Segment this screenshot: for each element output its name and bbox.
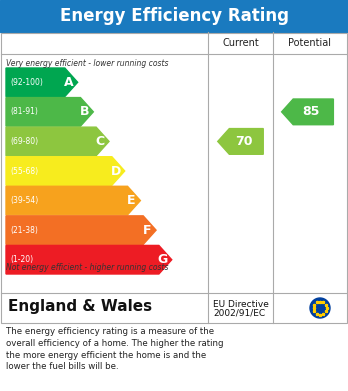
Polygon shape <box>6 246 172 274</box>
Text: (55-68): (55-68) <box>10 167 38 176</box>
Polygon shape <box>6 186 140 215</box>
Text: D: D <box>111 165 121 178</box>
Text: 85: 85 <box>302 105 319 118</box>
Text: Current: Current <box>222 38 259 48</box>
Bar <box>0 0 348 32</box>
Polygon shape <box>6 157 125 185</box>
Text: EU Directive: EU Directive <box>213 300 269 309</box>
Text: (39-54): (39-54) <box>10 196 38 205</box>
Text: C: C <box>95 135 105 148</box>
Text: 70: 70 <box>235 135 252 148</box>
Circle shape <box>310 298 330 318</box>
Text: B: B <box>80 105 89 118</box>
Text: E: E <box>127 194 136 207</box>
Text: G: G <box>158 253 168 266</box>
Text: Very energy efficient - lower running costs: Very energy efficient - lower running co… <box>6 59 168 68</box>
Polygon shape <box>218 129 263 154</box>
Text: (21-38): (21-38) <box>10 226 38 235</box>
Text: (1-20): (1-20) <box>10 255 33 264</box>
Text: England & Wales: England & Wales <box>8 300 152 314</box>
Polygon shape <box>6 127 109 156</box>
Text: Potential: Potential <box>288 38 331 48</box>
Text: (81-91): (81-91) <box>10 108 38 117</box>
Text: F: F <box>143 224 151 237</box>
Polygon shape <box>6 98 93 126</box>
Polygon shape <box>6 216 156 244</box>
Text: Energy Efficiency Rating: Energy Efficiency Rating <box>60 7 288 25</box>
Text: (69-80): (69-80) <box>10 137 38 146</box>
Bar <box>1 33 347 323</box>
Text: Not energy efficient - higher running costs: Not energy efficient - higher running co… <box>6 263 168 272</box>
Text: 2002/91/EC: 2002/91/EC <box>213 308 265 317</box>
Text: (92-100): (92-100) <box>10 78 43 87</box>
Text: A: A <box>64 76 73 89</box>
Polygon shape <box>282 99 333 125</box>
Text: The energy efficiency rating is a measure of the
overall efficiency of a home. T: The energy efficiency rating is a measur… <box>6 327 223 371</box>
Polygon shape <box>6 68 78 97</box>
